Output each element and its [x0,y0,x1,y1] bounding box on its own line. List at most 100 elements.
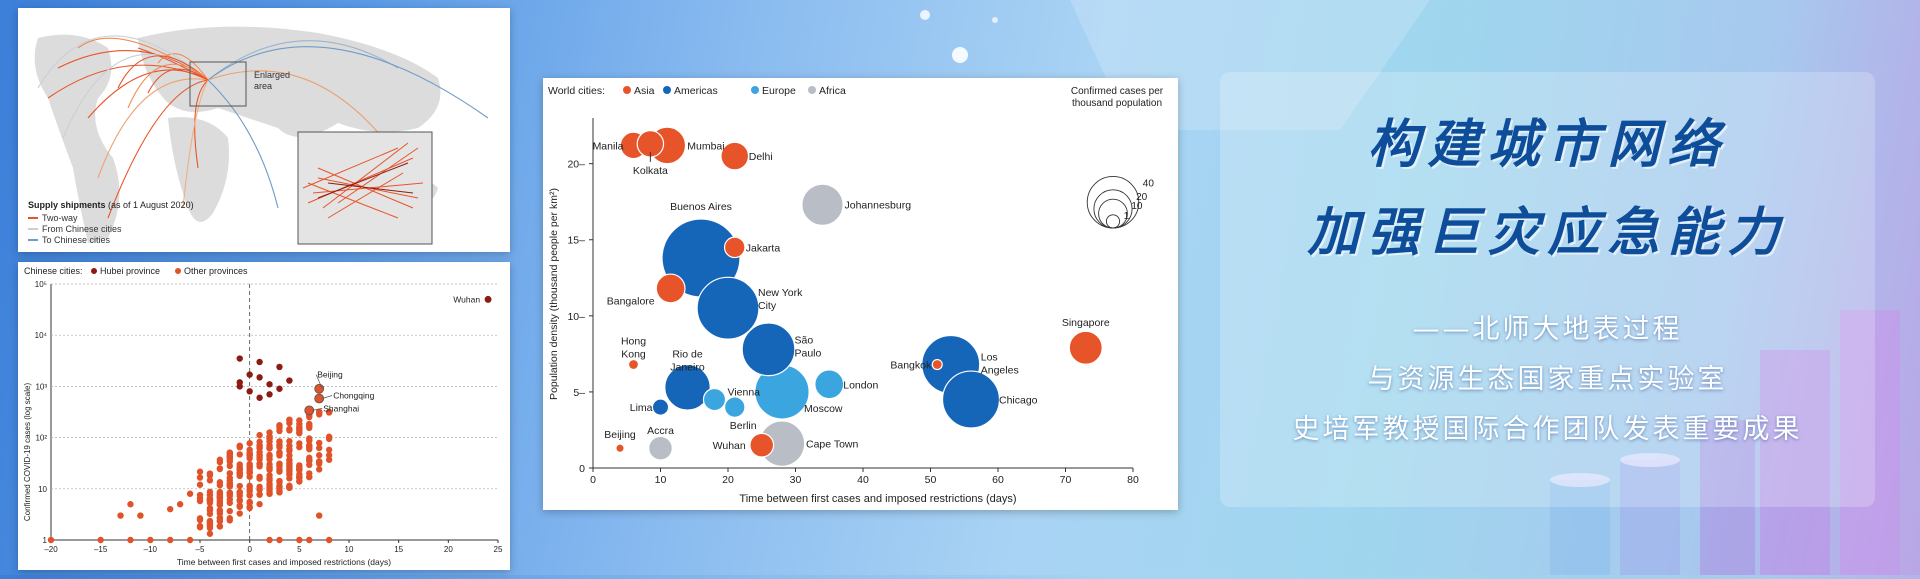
province-point [246,499,253,507]
hubei-point [236,379,243,386]
province-point [226,480,233,488]
bubble-label-moscow: Moscow [804,403,843,415]
world-xtick-label: 10 [655,474,667,486]
province-point [306,457,313,465]
world-xtick-label: 70 [1060,474,1072,486]
svg-text:area: area [254,81,272,91]
province-point [266,464,273,472]
province-point [236,488,243,496]
province-point [216,458,224,466]
size-legend-title: Confirmed cases per thousand population [1071,86,1164,109]
province-point [206,472,214,479]
world-ytick-label: 10– [567,311,585,323]
province-point [236,510,243,517]
world-legend-americas: Americas [674,85,718,97]
bubble-label-s-o-paulo: São Paulo [795,334,822,359]
province-point [206,496,214,504]
province-point [47,536,55,544]
province-point [266,486,273,493]
province-point [256,442,263,449]
province-point [296,536,303,544]
province-point [206,491,214,499]
world-xtick-label: 50 [925,474,937,486]
province-point [266,472,273,479]
hubei-point [236,355,243,362]
bubble-jakarta [723,236,746,259]
province-point [256,461,263,468]
banner-title-line2: 加强巨灾应急能力 [1307,202,1788,263]
bubble-vienna [702,387,727,412]
province-point [276,449,283,456]
continent-americas [34,34,120,244]
province-point [256,431,263,439]
bubble-singapore [1068,330,1103,365]
bubble-label-singapore: Singapore [1062,317,1110,329]
province-point [236,482,243,490]
province-point [216,465,224,472]
province-point [325,433,333,440]
province-point [276,489,283,496]
province-point [206,519,214,527]
bubble-label-vienna: Vienna [728,387,761,399]
province-point [216,479,224,486]
hubei-point [256,374,263,381]
size-legend-label: 1 [1124,211,1130,222]
hubei-point [286,377,293,384]
province-point [286,475,293,482]
shipment-arcs [37,35,489,219]
bubble-label-wuhan: Wuhan [713,440,746,452]
enlarged-area-box [189,61,247,107]
province-point [316,408,323,416]
legend-two-way: Two-way [42,213,78,223]
province-point [276,468,283,475]
bubble-label-los-angeles: Los Angeles [981,352,1019,377]
province-point [325,536,333,544]
bubble-label-lima: Lima [630,402,653,414]
province-point [246,504,253,512]
world-legend-europe: Europe [762,85,796,97]
province-point [266,453,273,460]
province-point [286,438,293,445]
province-point [216,510,224,517]
province-point [316,444,323,452]
world-ytick-label: 20– [567,159,585,171]
province-point [316,512,323,519]
province-point [266,536,273,544]
province-point [127,536,134,544]
hubei-point [266,381,273,388]
bubble-lima [651,398,670,416]
bubble-s-o-paulo [741,322,796,377]
legend-to-chinese-cities: To Chinese cities [42,235,111,245]
china-xtick-label: –10 [144,545,158,554]
province-point [167,505,174,513]
province-point [286,468,293,475]
hubei-point [256,394,263,401]
province-point [236,465,243,473]
province-point [226,454,233,462]
province-point [256,453,263,461]
china-ytick-label: 10⁴ [35,331,48,340]
bubble-johannesburg [801,183,844,226]
province-point [256,491,263,498]
province-point [196,516,204,524]
bubble-beijing [615,443,625,453]
province-point [276,482,283,490]
province-point [286,417,293,424]
china-legend-title: Chinese cities: [24,266,83,276]
china-ytick-label: 1 [43,536,48,545]
province-point [147,536,154,544]
province-point [226,507,233,515]
size-legend-label: 20 [1136,192,1148,203]
province-point [246,455,253,462]
bubble-wuhan [749,432,775,458]
svg-text:Supply shipments (as of 1 Augu: Supply shipments (as of 1 August 2020) [28,200,194,210]
china-xlabel: Time between first cases and imposed res… [177,557,391,567]
province-point [266,444,273,452]
china-ytick-label: 10⁵ [35,280,47,289]
world-legend-title: World cities: [548,85,605,97]
world-ytick-label: 5– [573,387,585,399]
province-point [206,477,214,484]
province-point [276,536,283,544]
bubble-label-manila: Manila [593,140,624,152]
china-legend-hubei: Hubei province [100,266,160,276]
